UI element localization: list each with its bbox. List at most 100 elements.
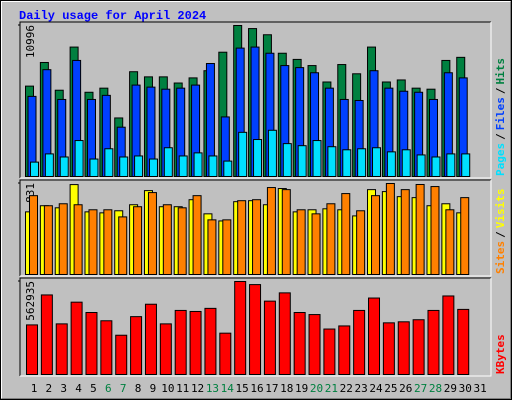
bar bbox=[85, 311, 98, 376]
bar bbox=[356, 210, 366, 276]
bar bbox=[174, 309, 187, 376]
bar bbox=[59, 156, 69, 177]
bar bbox=[119, 156, 129, 177]
x-tick-label: 19 bbox=[295, 382, 308, 395]
bar bbox=[368, 297, 381, 375]
panel-bevel bbox=[20, 180, 492, 277]
bar bbox=[311, 213, 321, 275]
bar bbox=[431, 156, 441, 177]
bar bbox=[130, 316, 143, 376]
x-tick-label: 14 bbox=[221, 382, 235, 395]
bar bbox=[252, 199, 262, 276]
x-tick-label: 5 bbox=[90, 382, 97, 395]
bar bbox=[133, 206, 143, 276]
x-tick-label: 26 bbox=[399, 382, 412, 395]
bar bbox=[30, 161, 39, 177]
bar bbox=[219, 332, 232, 375]
x-tick-label: 3 bbox=[60, 382, 67, 395]
bar bbox=[267, 129, 277, 177]
bar bbox=[293, 311, 306, 376]
bar bbox=[312, 140, 322, 177]
x-tick-label: 4 bbox=[75, 382, 82, 395]
bar bbox=[412, 319, 425, 375]
bar bbox=[238, 131, 248, 178]
x-tick-label: 8 bbox=[135, 382, 142, 395]
x-tick-label: 13 bbox=[206, 382, 219, 395]
bar bbox=[162, 204, 172, 275]
bar bbox=[163, 147, 173, 177]
bar bbox=[73, 204, 83, 275]
x-tick-label: 18 bbox=[280, 382, 293, 395]
x-tick-label: 28 bbox=[429, 382, 442, 395]
x-tick-label: 12 bbox=[191, 382, 204, 395]
legend-entry: Hits bbox=[494, 58, 507, 85]
bar bbox=[357, 148, 367, 177]
bar bbox=[159, 323, 172, 376]
x-tick-label: 11 bbox=[176, 382, 189, 395]
x-tick-label: 7 bbox=[120, 382, 127, 395]
bar bbox=[189, 310, 202, 376]
bar bbox=[223, 160, 233, 177]
x-tick-label: 23 bbox=[355, 382, 368, 395]
bar bbox=[104, 148, 114, 177]
legend: KBytes bbox=[494, 334, 507, 374]
legend-entry: Pages bbox=[494, 143, 507, 176]
bar bbox=[58, 203, 68, 275]
bar bbox=[386, 151, 396, 178]
x-tick-label: 30 bbox=[459, 382, 472, 395]
bar bbox=[400, 189, 410, 275]
x-tick-label: 17 bbox=[265, 382, 278, 395]
bar bbox=[353, 309, 366, 376]
x-tick-label: 1 bbox=[31, 382, 38, 395]
bar bbox=[40, 294, 53, 375]
bar bbox=[88, 209, 98, 275]
bar bbox=[342, 149, 352, 177]
bar bbox=[29, 195, 38, 275]
legend: Pages / Files / Hits bbox=[494, 58, 507, 176]
bar bbox=[89, 158, 99, 178]
bar bbox=[338, 325, 351, 375]
bar bbox=[222, 219, 232, 276]
bar bbox=[457, 308, 470, 375]
bar bbox=[372, 147, 382, 177]
x-tick-label: 21 bbox=[325, 382, 338, 395]
x-tick-label: 22 bbox=[340, 382, 353, 395]
bar bbox=[204, 307, 217, 375]
bar bbox=[70, 301, 83, 375]
x-tick-label: 27 bbox=[414, 382, 427, 395]
bar bbox=[44, 153, 54, 177]
bar bbox=[397, 321, 410, 375]
x-tick-label: 20 bbox=[310, 382, 323, 395]
bar bbox=[178, 155, 188, 177]
x-tick-label: 10 bbox=[161, 382, 174, 395]
bar bbox=[427, 309, 440, 376]
bar bbox=[100, 320, 113, 375]
bar bbox=[297, 145, 307, 178]
bar bbox=[43, 205, 53, 275]
bar bbox=[460, 197, 470, 276]
x-tick-label: 6 bbox=[105, 382, 112, 395]
bar bbox=[148, 158, 158, 178]
bar bbox=[74, 140, 84, 177]
x-tick-label: 24 bbox=[369, 382, 383, 395]
legend-separator: / bbox=[494, 231, 507, 238]
x-tick-label: 31 bbox=[473, 382, 486, 395]
legend-entry: KBytes bbox=[494, 334, 507, 374]
bar bbox=[237, 200, 247, 275]
bar bbox=[371, 195, 381, 275]
bar bbox=[55, 323, 68, 376]
bar bbox=[326, 203, 336, 275]
panel-bevel bbox=[19, 21, 491, 178]
bar bbox=[253, 139, 263, 178]
bar bbox=[445, 209, 455, 275]
bar bbox=[234, 281, 247, 375]
x-tick-label: 2 bbox=[46, 382, 53, 395]
bar bbox=[193, 152, 203, 178]
bar bbox=[26, 324, 38, 376]
legend: Sites / Visits bbox=[494, 189, 507, 275]
x-tick-label: 15 bbox=[236, 382, 249, 395]
y-tick-label: 10996 bbox=[24, 25, 37, 58]
